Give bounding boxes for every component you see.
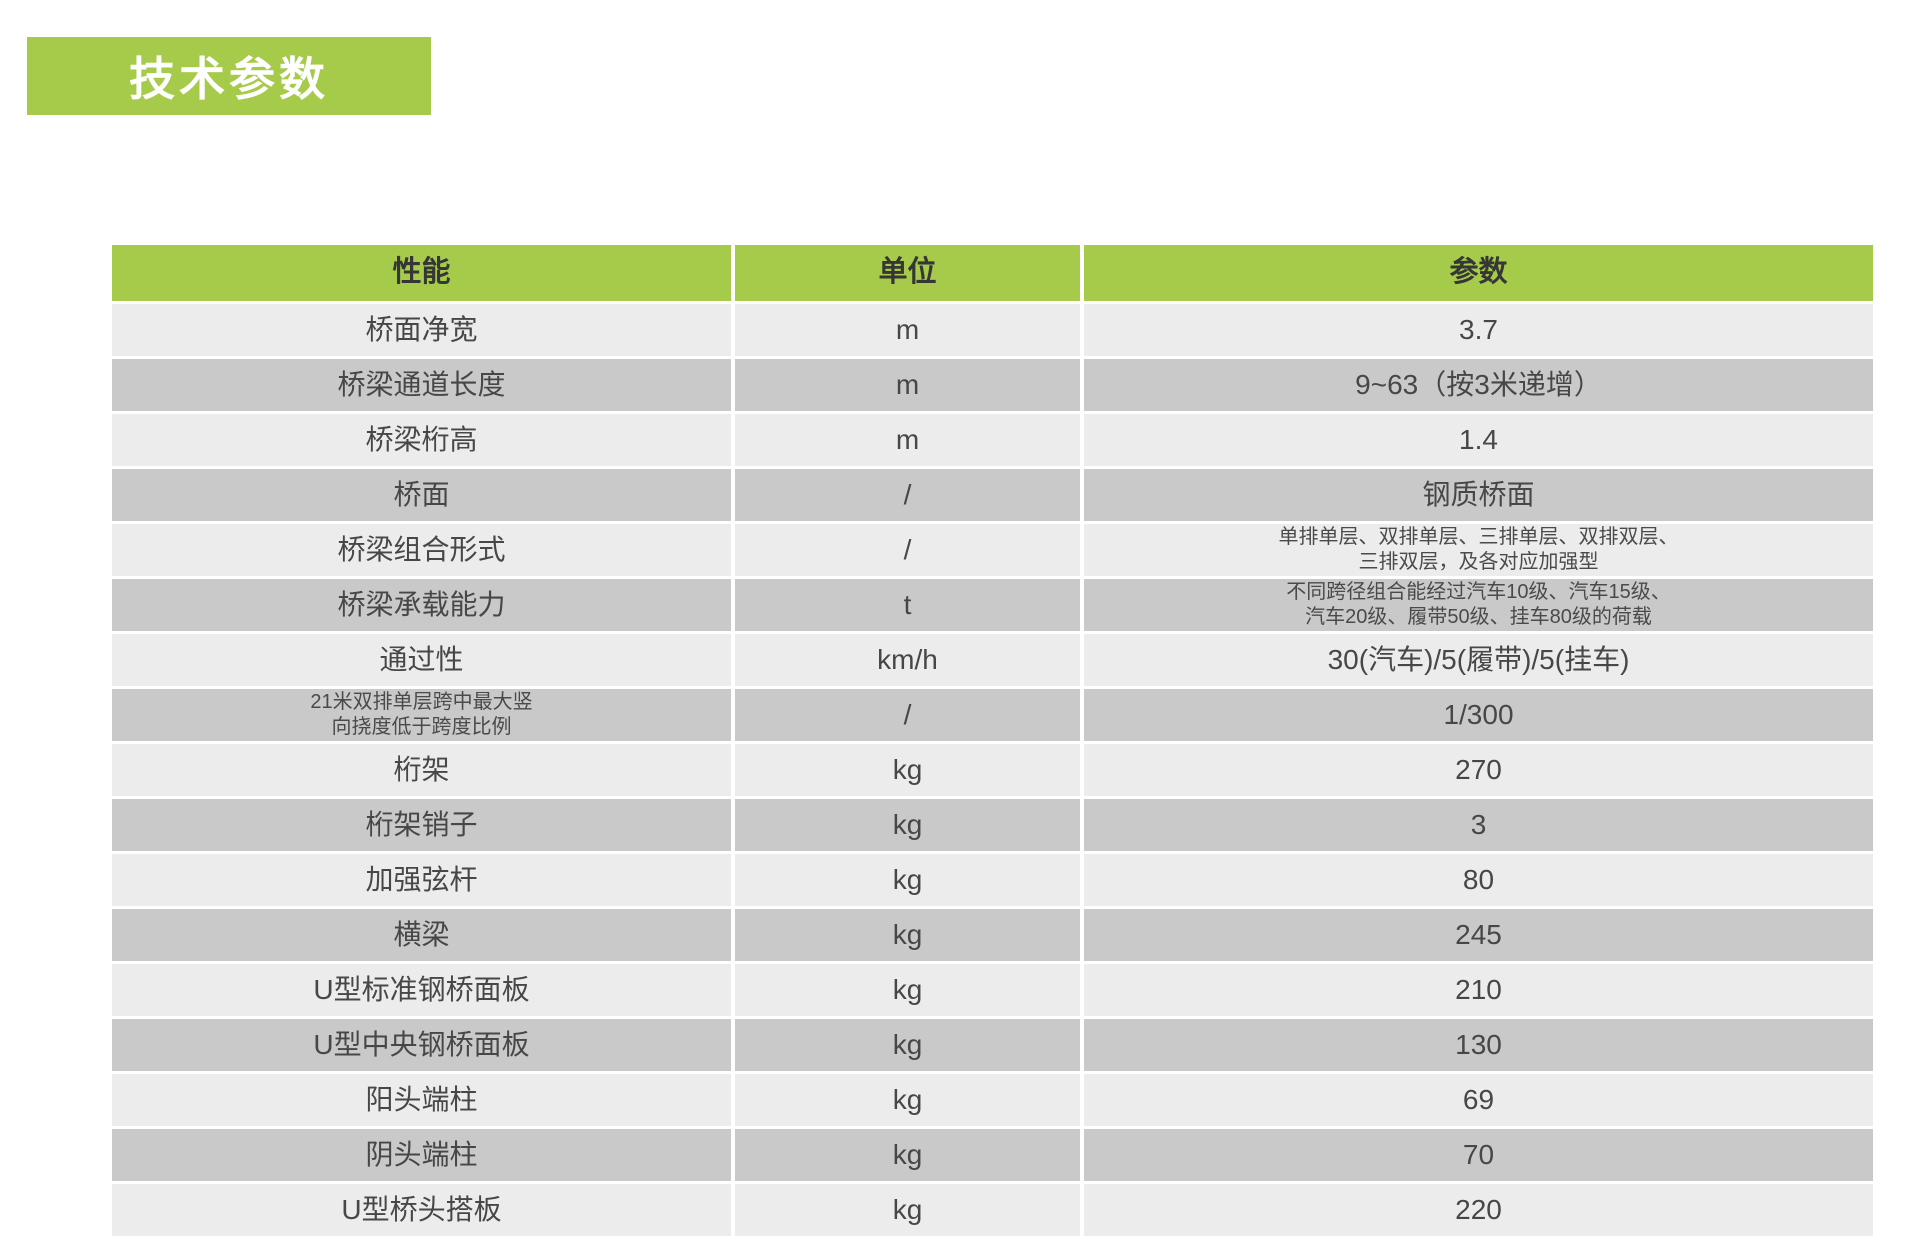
spec-table: 性能 单位 参数 桥面净宽 m 3.7 桥梁通道长度 m 9~63（按3米递增） 桥梁桁高 m… [112,245,1873,1236]
param-unit-cell: / [735,524,1080,576]
param-name-cell: 桁架 [112,744,731,796]
param-value-cell: 1.4 [1084,414,1873,466]
param-value-cell: 220 [1084,1184,1873,1236]
param-value-cell: 245 [1084,909,1873,961]
param-value-cell: 3 [1084,799,1873,851]
column-header-performance: 性能 [112,245,731,301]
param-name-cell-line: 向挠度低于跨度比例 [331,716,512,738]
param-unit-cell: kg [735,1074,1080,1126]
param-name-cell: U型桥头搭板 [112,1184,731,1236]
param-unit-cell: / [735,689,1080,741]
column-header-parameter: 参数 [1084,245,1873,301]
param-value-cell: 210 [1084,964,1873,1016]
param-name-cell: 21米双排单层跨中最大竖 向挠度低于跨度比例 [112,689,731,741]
param-name-cell: 桥梁通道长度 [112,359,731,411]
param-name-cell: U型标准钢桥面板 [112,964,731,1016]
param-value-cell: 钢质桥面 [1084,469,1873,521]
param-name-cell: 桁架销子 [112,799,731,851]
param-value-cell: 70 [1084,1129,1873,1181]
param-unit-cell: t [735,579,1080,631]
param-name-cell: 桥梁组合形式 [112,524,731,576]
param-value-cell: 80 [1084,854,1873,906]
param-name-cell-line: 21米双排单层跨中最大竖 [310,691,533,713]
param-name-cell: 加强弦杆 [112,854,731,906]
param-unit-cell: / [735,469,1080,521]
param-value-cell: 270 [1084,744,1873,796]
param-unit-cell: kg [735,1129,1080,1181]
param-name-cell: 通过性 [112,634,731,686]
param-value-cell: 30(汽车)/5(履带)/5(挂车) [1084,634,1873,686]
param-value-cell: 3.7 [1084,304,1873,356]
column-header-unit: 单位 [735,245,1080,301]
param-name-cell: 横梁 [112,909,731,961]
param-unit-cell: km/h [735,634,1080,686]
param-unit-cell: m [735,359,1080,411]
param-name-cell: 桥面净宽 [112,304,731,356]
param-value-cell: 1/300 [1084,689,1873,741]
param-name-cell: 阳头端柱 [112,1074,731,1126]
param-name-cell: 桥梁承载能力 [112,579,731,631]
param-value-cell: 9~63（按3米递增） [1084,359,1873,411]
param-unit-cell: kg [735,1184,1080,1236]
section-title-banner: 技术参数 [27,37,431,115]
param-name-cell: U型中央钢桥面板 [112,1019,731,1071]
param-value-cell: 单排单层、双排单层、三排单层、双排双层、 三排双层，及各对应加强型 [1084,524,1873,576]
param-name-cell: 桥面 [112,469,731,521]
param-unit-cell: kg [735,854,1080,906]
param-unit-cell: kg [735,964,1080,1016]
param-value-cell-line: 不同跨径组合能经过汽车10级、汽车15级、 [1286,581,1671,603]
param-value-cell-line: 汽车20级、履带50级、挂车80级的荷载 [1305,606,1652,628]
param-value-cell-line: 单排单层、双排单层、三排单层、双排双层、 [1278,526,1679,548]
param-value-cell: 不同跨径组合能经过汽车10级、汽车15级、 汽车20级、履带50级、挂车80级的荷… [1084,579,1873,631]
param-value-cell: 69 [1084,1074,1873,1126]
param-unit-cell: kg [735,909,1080,961]
param-unit-cell: kg [735,744,1080,796]
param-name-cell: 阴头端柱 [112,1129,731,1181]
param-value-cell: 130 [1084,1019,1873,1071]
param-value-cell-line: 三排双层，及各对应加强型 [1358,551,1599,573]
param-name-cell: 桥梁桁高 [112,414,731,466]
param-unit-cell: m [735,304,1080,356]
param-unit-cell: kg [735,799,1080,851]
section-title: 技术参数 [129,53,329,105]
param-unit-cell: kg [735,1019,1080,1071]
param-unit-cell: m [735,414,1080,466]
